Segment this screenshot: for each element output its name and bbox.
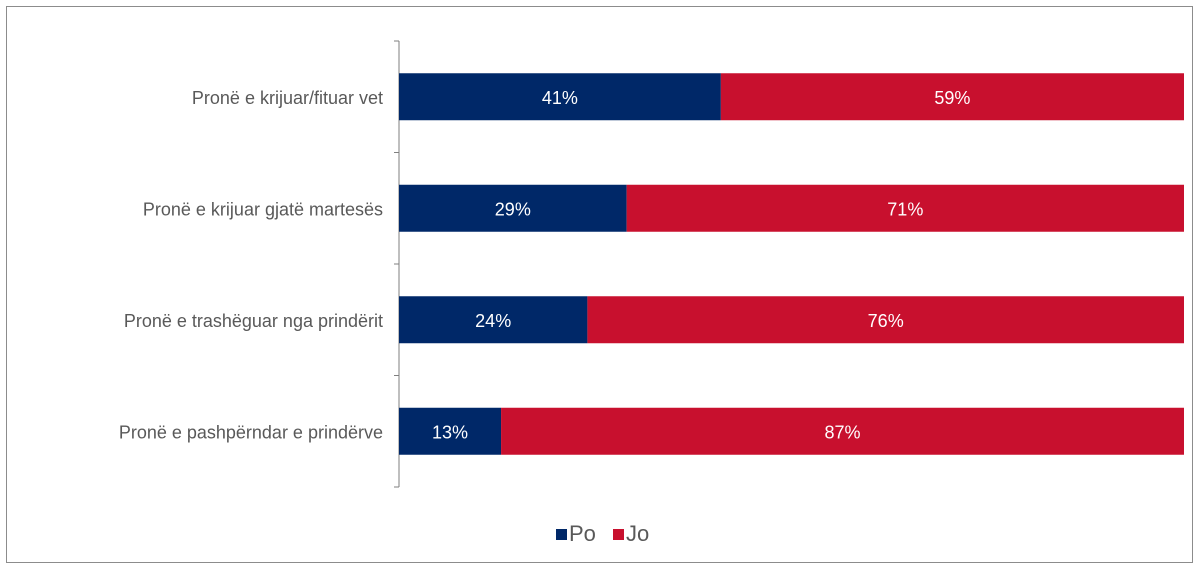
legend-label-po: Po (569, 521, 596, 546)
category-label: Pronë e trashëguar nga prindërit (124, 311, 383, 331)
data-label: 59% (934, 88, 970, 108)
legend-swatch-jo (613, 529, 624, 540)
data-label: 24% (475, 311, 511, 331)
data-label: 29% (495, 199, 531, 219)
data-label: 76% (868, 311, 904, 331)
category-label: Pronë e krijuar/fituar vet (192, 88, 383, 108)
category-label: Pronë e krijuar gjatë martesës (143, 199, 383, 219)
bar-po-1 (399, 73, 721, 121)
bar-po-3 (399, 296, 588, 344)
bar-jo-3 (587, 296, 1184, 344)
data-label: 41% (542, 88, 578, 108)
bar-po-4 (399, 407, 502, 455)
legend-label-jo: Jo (626, 521, 649, 546)
bar-jo-4 (501, 407, 1184, 455)
bar-jo-1 (720, 73, 1184, 121)
bar-po-2 (399, 184, 627, 232)
category-label: Pronë e pashpërndar e prindërve (119, 422, 383, 442)
data-label: 13% (432, 422, 468, 442)
legend-swatch-po (556, 529, 567, 540)
data-label: 87% (825, 422, 861, 442)
data-label: 71% (887, 199, 923, 219)
bar-jo-2 (626, 184, 1184, 232)
